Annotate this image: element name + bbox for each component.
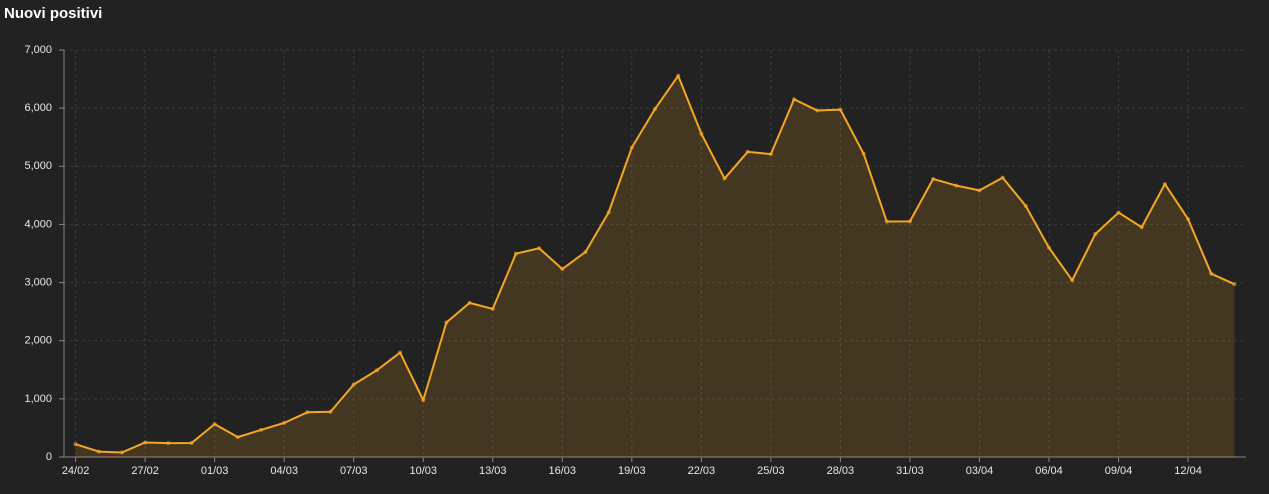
point xyxy=(490,306,495,311)
point xyxy=(166,441,171,446)
x-tick-label: 12/04 xyxy=(1174,465,1202,477)
point xyxy=(212,422,217,427)
point xyxy=(1023,204,1028,209)
point xyxy=(282,420,287,425)
point xyxy=(653,106,657,111)
point xyxy=(884,219,889,224)
point xyxy=(1139,225,1144,230)
point xyxy=(398,350,403,355)
x-tick-label: 16/03 xyxy=(549,465,577,477)
chart-title: Nuovi positivi xyxy=(4,5,102,22)
point xyxy=(513,251,518,256)
point xyxy=(745,149,750,154)
point xyxy=(1162,182,1167,187)
point xyxy=(351,382,356,387)
point xyxy=(1209,271,1214,276)
x-tick-label: 28/03 xyxy=(827,465,855,477)
y-tick-label: 4,000 xyxy=(24,218,52,230)
point xyxy=(96,449,101,454)
point xyxy=(467,300,472,305)
point xyxy=(861,151,866,156)
point xyxy=(444,320,449,325)
point xyxy=(189,441,194,446)
point xyxy=(1186,217,1191,222)
x-tick-label: 31/03 xyxy=(896,465,924,477)
point xyxy=(838,107,843,112)
point xyxy=(977,188,982,193)
area xyxy=(75,75,1235,457)
point xyxy=(1000,175,1005,180)
y-tick-label: 3,000 xyxy=(24,276,52,288)
point xyxy=(931,176,936,181)
x-tick-label: 07/03 xyxy=(340,465,368,477)
point xyxy=(676,73,681,78)
point xyxy=(259,427,263,432)
point xyxy=(954,183,959,188)
point xyxy=(537,246,542,251)
x-tick-label: 24/02 xyxy=(62,465,90,477)
x-tick-label: 13/03 xyxy=(479,465,507,477)
point xyxy=(1070,278,1075,283)
point xyxy=(235,435,240,440)
point xyxy=(768,152,773,157)
x-tick-label: 25/03 xyxy=(757,465,785,477)
x-tick-label: 06/04 xyxy=(1035,465,1063,477)
point xyxy=(629,145,634,150)
point xyxy=(1047,245,1051,250)
x-tick-label: 01/03 xyxy=(201,465,229,477)
point xyxy=(73,442,78,447)
y-tick-label: 0 xyxy=(46,451,52,463)
x-tick-label: 03/04 xyxy=(966,465,994,477)
x-tick-label: 04/03 xyxy=(270,465,298,477)
point xyxy=(583,249,588,254)
x-tick-label: 22/03 xyxy=(688,465,716,477)
point xyxy=(815,108,820,113)
y-tick-label: 7,000 xyxy=(24,44,52,56)
y-tick-label: 2,000 xyxy=(24,335,52,347)
x-tick-label: 27/02 xyxy=(131,465,159,477)
x-tick-label: 09/04 xyxy=(1105,465,1133,477)
point xyxy=(374,368,379,373)
y-tick-label: 5,000 xyxy=(24,160,52,172)
x-tick-label: 19/03 xyxy=(618,465,646,477)
point xyxy=(1232,282,1237,287)
y-tick-label: 6,000 xyxy=(24,102,52,114)
point xyxy=(722,176,727,181)
point xyxy=(792,97,797,102)
point xyxy=(305,410,310,415)
y-tick-label: 1,000 xyxy=(24,393,52,405)
point xyxy=(1093,231,1098,236)
point xyxy=(606,210,611,215)
point xyxy=(1116,210,1121,215)
point xyxy=(328,409,333,414)
point xyxy=(143,440,148,445)
point xyxy=(699,131,704,136)
point xyxy=(560,267,565,272)
point xyxy=(421,398,426,403)
point xyxy=(907,219,912,224)
point xyxy=(119,450,124,455)
x-tick-label: 10/03 xyxy=(409,465,437,477)
